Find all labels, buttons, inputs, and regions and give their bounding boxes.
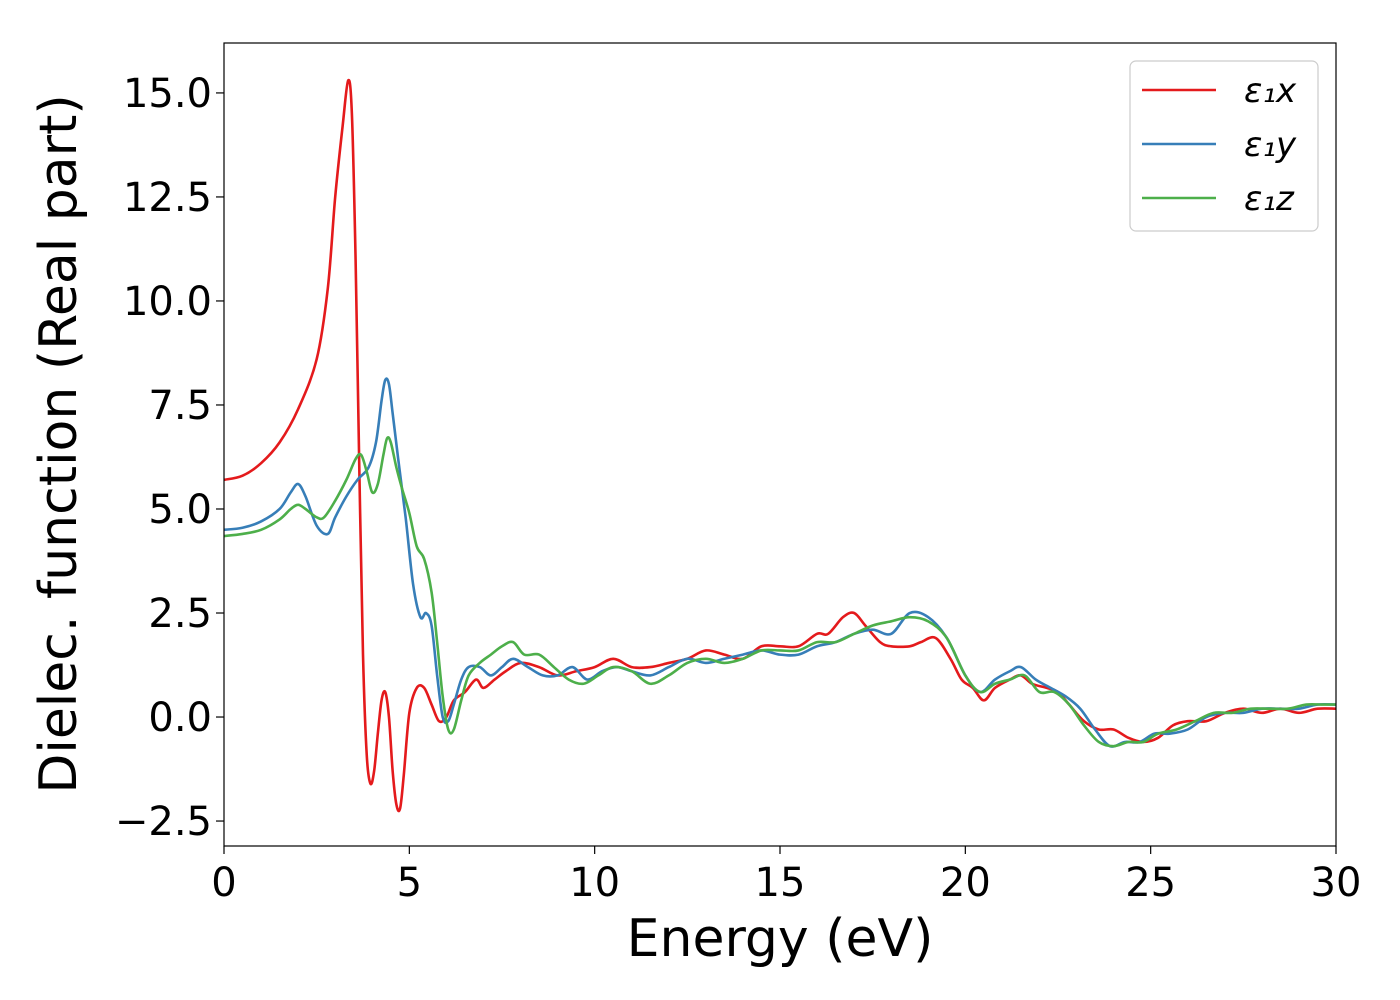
legend-label: ε₁z — [1244, 179, 1295, 219]
legend: ε₁x ε₁y ε₁z — [1129, 60, 1319, 232]
legend-label: ε₁y — [1244, 125, 1297, 165]
y-tick-label: 5.0 — [148, 487, 212, 533]
y-axis: −2.5 0.0 2.5 5.0 7.5 10.0 12.5 15.0 — [115, 71, 224, 845]
y-axis-title: Dielec. function (Real part) — [29, 94, 89, 793]
legend-label: ε₁x — [1244, 71, 1297, 111]
x-tick-label: 10 — [569, 860, 620, 906]
x-tick-label: 25 — [1125, 860, 1176, 906]
y-tick-label: −2.5 — [115, 799, 212, 845]
x-tick-label: 20 — [940, 860, 991, 906]
y-tick-label: 12.5 — [123, 175, 212, 221]
series-line-3 — [224, 436, 1336, 748]
x-axis: 0 5 10 15 20 25 30 — [211, 846, 1361, 906]
y-tick-label: 0.0 — [148, 695, 212, 741]
x-tick-label: 5 — [397, 860, 422, 906]
x-axis-title: Energy (eV) — [627, 909, 934, 969]
x-tick-label: 15 — [755, 860, 806, 906]
series-line-1 — [224, 78, 1336, 813]
y-tick-label: 10.0 — [123, 279, 212, 325]
series-layer — [224, 78, 1336, 813]
x-tick-label: 30 — [1311, 860, 1362, 906]
y-tick-label: 7.5 — [148, 383, 212, 429]
x-tick-label: 0 — [211, 860, 236, 906]
legend-box — [1129, 60, 1319, 232]
y-tick-label: 15.0 — [123, 71, 212, 117]
y-tick-label: 2.5 — [148, 591, 212, 637]
